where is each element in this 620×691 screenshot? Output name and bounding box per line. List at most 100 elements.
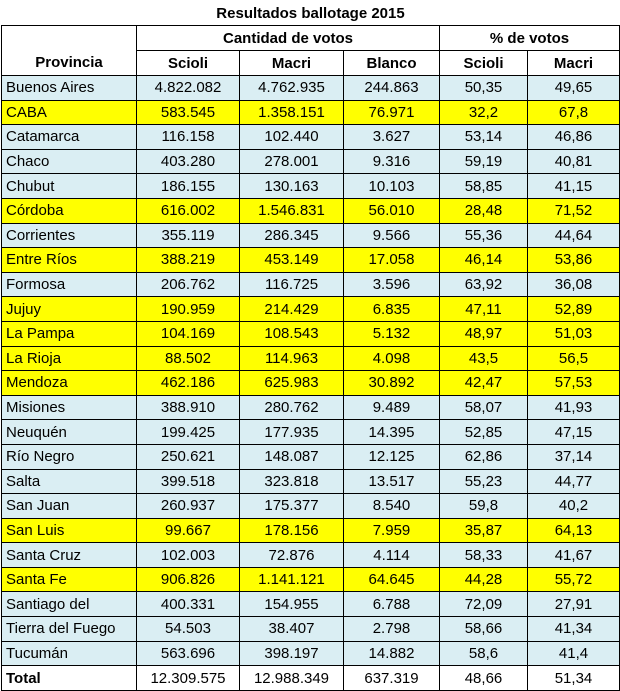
cell-provincia: Tucumán bbox=[1, 640, 137, 667]
cell-blanco: 56.010 bbox=[343, 197, 440, 224]
header-group-votes: Cantidad de votos bbox=[136, 25, 440, 51]
cell-scioli-pct: 43,5 bbox=[439, 345, 528, 372]
cell-blanco: 17.058 bbox=[343, 247, 440, 273]
cell-blanco: 3.596 bbox=[343, 271, 440, 298]
table-row: Jujuy 190.959 214.429 6.835 47,11 52,89 bbox=[1, 296, 620, 322]
cell-macri: 323.818 bbox=[239, 468, 344, 495]
cell-macri-pct: 37,14 bbox=[527, 443, 620, 470]
cell-provincia: La Pampa bbox=[1, 320, 137, 347]
cell-macri: 154.955 bbox=[239, 591, 344, 618]
cell-blanco: 3.627 bbox=[343, 124, 440, 150]
cell-macri-pct: 40,2 bbox=[527, 493, 620, 519]
cell-provincia: Mendoza bbox=[1, 370, 137, 396]
cell-macri-pct: 41,15 bbox=[527, 173, 620, 199]
cell-scioli-pct: 46,14 bbox=[439, 247, 528, 273]
cell-macri: 175.377 bbox=[239, 493, 344, 519]
cell-macri: 1.141.121 bbox=[239, 566, 344, 593]
header-scioli-pct: Scioli bbox=[439, 50, 528, 76]
cell-provincia: Jujuy bbox=[1, 296, 137, 322]
cell-provincia: San Luis bbox=[1, 517, 137, 544]
header-empty bbox=[1, 25, 137, 51]
cell-provincia: Formosa bbox=[1, 271, 137, 298]
cell-blanco: 64.645 bbox=[343, 566, 440, 593]
table-row: Santa Fe 906.826 1.141.121 64.645 44,28 55,72 bbox=[1, 566, 620, 593]
cell-scioli-pct: 62,86 bbox=[439, 443, 528, 470]
cell-macri-pct: 46,86 bbox=[527, 124, 620, 150]
cell-scioli-pct: 52,85 bbox=[439, 419, 528, 445]
cell-macri-pct: 57,53 bbox=[527, 370, 620, 396]
cell-macri: 1.358.151 bbox=[239, 99, 344, 126]
table-row: Salta 399.518 323.818 13.517 55,23 44,77 bbox=[1, 468, 620, 495]
cell-macri-pct: 36,08 bbox=[527, 271, 620, 298]
cell-scioli-pct: 28,48 bbox=[439, 197, 528, 224]
table-row: CABA 583.545 1.358.151 76.971 32,2 67,8 bbox=[1, 99, 620, 126]
cell-macri-pct: 51,03 bbox=[527, 320, 620, 347]
header-macri-pct: Macri bbox=[527, 50, 620, 76]
table-row: Santiago del 400.331 154.955 6.788 72,09 27,9… bbox=[1, 591, 620, 618]
cell-macri-pct: 41,67 bbox=[527, 542, 620, 568]
table-row: La Rioja 88.502 114.963 4.098 43,5 56,5 bbox=[1, 345, 620, 372]
cell-macri-pct: 49,65 bbox=[527, 75, 620, 101]
cell-scioli: 400.331 bbox=[136, 591, 240, 618]
cell-scioli-pct: 50,35 bbox=[439, 75, 528, 101]
cell-macri: 177.935 bbox=[239, 419, 344, 445]
table-row: Chubut 186.155 130.163 10.103 58,85 41,15 bbox=[1, 173, 620, 199]
table-row: Misiones 388.910 280.762 9.489 58,07 41,93 bbox=[1, 394, 620, 421]
cell-macri-pct: 71,52 bbox=[527, 197, 620, 224]
cell-macri: 4.762.935 bbox=[239, 75, 344, 101]
cell-macri-pct: 47,15 bbox=[527, 419, 620, 445]
cell-macri-pct: 52,89 bbox=[527, 296, 620, 322]
cell-scioli-pct: 63,92 bbox=[439, 271, 528, 298]
table-row: San Juan 260.937 175.377 8.540 59,8 40,2 bbox=[1, 493, 620, 519]
cell-scioli-pct: 55,36 bbox=[439, 222, 528, 249]
cell-scioli: 104.169 bbox=[136, 320, 240, 347]
cell-blanco: 12.125 bbox=[343, 443, 440, 470]
cell-macri-pct: 67,8 bbox=[527, 99, 620, 126]
cell-scioli-pct: 58,07 bbox=[439, 394, 528, 421]
cell-scioli: 206.762 bbox=[136, 271, 240, 298]
cell-macri: 398.197 bbox=[239, 640, 344, 667]
cell-scioli: 388.910 bbox=[136, 394, 240, 421]
cell-scioli-pct: 59,8 bbox=[439, 493, 528, 519]
header-blanco: Blanco bbox=[343, 50, 440, 76]
table-row: Chaco 403.280 278.001 9.316 59,19 40,81 bbox=[1, 148, 620, 175]
table-row: San Luis 99.667 178.156 7.959 35,87 64,13 bbox=[1, 517, 620, 544]
total-scioli: 12.309.575 bbox=[136, 665, 240, 691]
cell-scioli: 199.425 bbox=[136, 419, 240, 445]
cell-scioli: 190.959 bbox=[136, 296, 240, 322]
cell-macri-pct: 41,34 bbox=[527, 616, 620, 642]
cell-provincia: Salta bbox=[1, 468, 137, 495]
cell-scioli-pct: 35,87 bbox=[439, 517, 528, 544]
header-group-pct: % de votos bbox=[439, 25, 620, 51]
cell-scioli: 583.545 bbox=[136, 99, 240, 126]
table-row: Formosa 206.762 116.725 3.596 63,92 36,08 bbox=[1, 271, 620, 298]
cell-blanco: 8.540 bbox=[343, 493, 440, 519]
cell-scioli-pct: 48,97 bbox=[439, 320, 528, 347]
cell-scioli: 403.280 bbox=[136, 148, 240, 175]
cell-macri: 286.345 bbox=[239, 222, 344, 249]
table-row: Mendoza 462.186 625.983 30.892 42,47 57,53 bbox=[1, 370, 620, 396]
table-row: La Pampa 104.169 108.543 5.132 48,97 51,03 bbox=[1, 320, 620, 347]
cell-scioli-pct: 44,28 bbox=[439, 566, 528, 593]
cell-macri: 280.762 bbox=[239, 394, 344, 421]
cell-macri: 72.876 bbox=[239, 542, 344, 568]
cell-scioli-pct: 53,14 bbox=[439, 124, 528, 150]
cell-scioli-pct: 58,6 bbox=[439, 640, 528, 667]
cell-scioli: 250.621 bbox=[136, 443, 240, 470]
cell-scioli-pct: 55,23 bbox=[439, 468, 528, 495]
cell-macri: 102.440 bbox=[239, 124, 344, 150]
total-blanco: 637.319 bbox=[343, 665, 440, 691]
cell-macri: 148.087 bbox=[239, 443, 344, 470]
cell-scioli: 388.219 bbox=[136, 247, 240, 273]
cell-macri: 38.407 bbox=[239, 616, 344, 642]
cell-macri: 278.001 bbox=[239, 148, 344, 175]
cell-scioli-pct: 42,47 bbox=[439, 370, 528, 396]
cell-scioli-pct: 47,11 bbox=[439, 296, 528, 322]
cell-blanco: 76.971 bbox=[343, 99, 440, 126]
cell-macri: 116.725 bbox=[239, 271, 344, 298]
cell-macri-pct: 41,93 bbox=[527, 394, 620, 421]
cell-macri: 114.963 bbox=[239, 345, 344, 372]
table-row: Córdoba 616.002 1.546.831 56.010 28,48 71,52 bbox=[1, 197, 620, 224]
cell-macri: 214.429 bbox=[239, 296, 344, 322]
cell-provincia: Corrientes bbox=[1, 222, 137, 249]
